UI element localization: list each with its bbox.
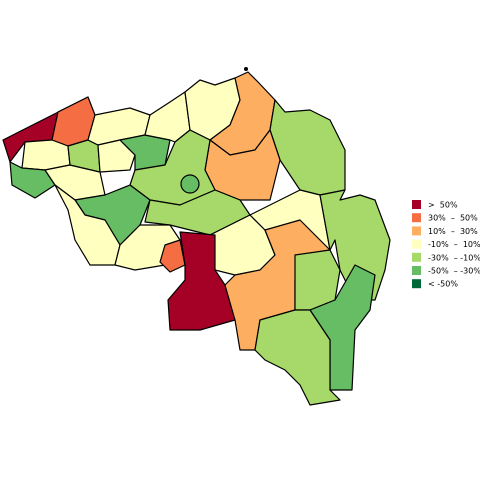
region bbox=[97, 139, 136, 173]
legend-swatch bbox=[412, 239, 421, 249]
legend-label: 10% – 30% bbox=[428, 227, 478, 236]
legend: > 50% 30% – 50% 10% – 30% -10% – 10% -30% – … bbox=[412, 200, 480, 289]
legend-label: -30% – -10% bbox=[428, 253, 480, 262]
legend-label: < -50% bbox=[428, 280, 458, 289]
legend-label: -50% – -30% bbox=[428, 267, 480, 276]
legend-swatch bbox=[412, 252, 421, 262]
region bbox=[309, 264, 376, 391]
region bbox=[180, 174, 200, 194]
region bbox=[159, 239, 186, 273]
region bbox=[254, 309, 341, 406]
region bbox=[167, 231, 236, 331]
legend-swatch bbox=[412, 200, 421, 209]
legend-label: > 50% bbox=[428, 201, 458, 210]
enclave bbox=[244, 67, 248, 71]
map bbox=[2, 67, 391, 406]
region bbox=[21, 139, 71, 171]
legend-swatch bbox=[412, 266, 421, 275]
legend-swatch bbox=[412, 226, 421, 236]
legend-label: -10% – 10% bbox=[428, 240, 480, 249]
legend-label: 30% – 50% bbox=[428, 214, 478, 223]
legend-swatch bbox=[412, 279, 421, 289]
legend-swatch bbox=[412, 213, 421, 223]
